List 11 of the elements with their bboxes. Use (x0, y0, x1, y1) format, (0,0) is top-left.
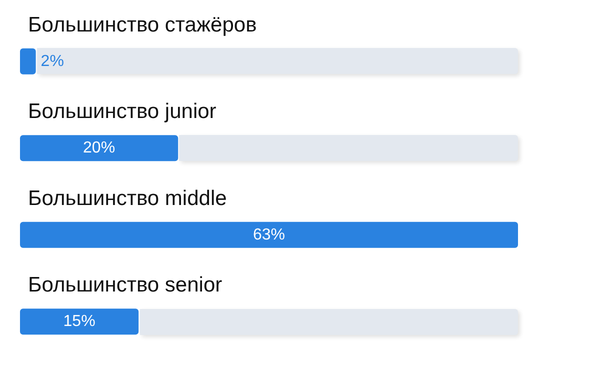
y-tick-label: Большинство стажёров (28, 13, 257, 36)
y-tick-label: Большинство middle (28, 186, 227, 210)
bar (20, 308, 139, 335)
bar (20, 222, 518, 248)
data-label: 63% (252, 226, 286, 244)
data-label: 20% (83, 140, 116, 157)
data-label: 15% (63, 313, 96, 330)
data-label: 2% (40, 52, 64, 70)
bar (20, 48, 36, 74)
y-tick-label: Большинство junior (28, 100, 216, 124)
y-tick-label: Большинство senior (28, 274, 222, 297)
